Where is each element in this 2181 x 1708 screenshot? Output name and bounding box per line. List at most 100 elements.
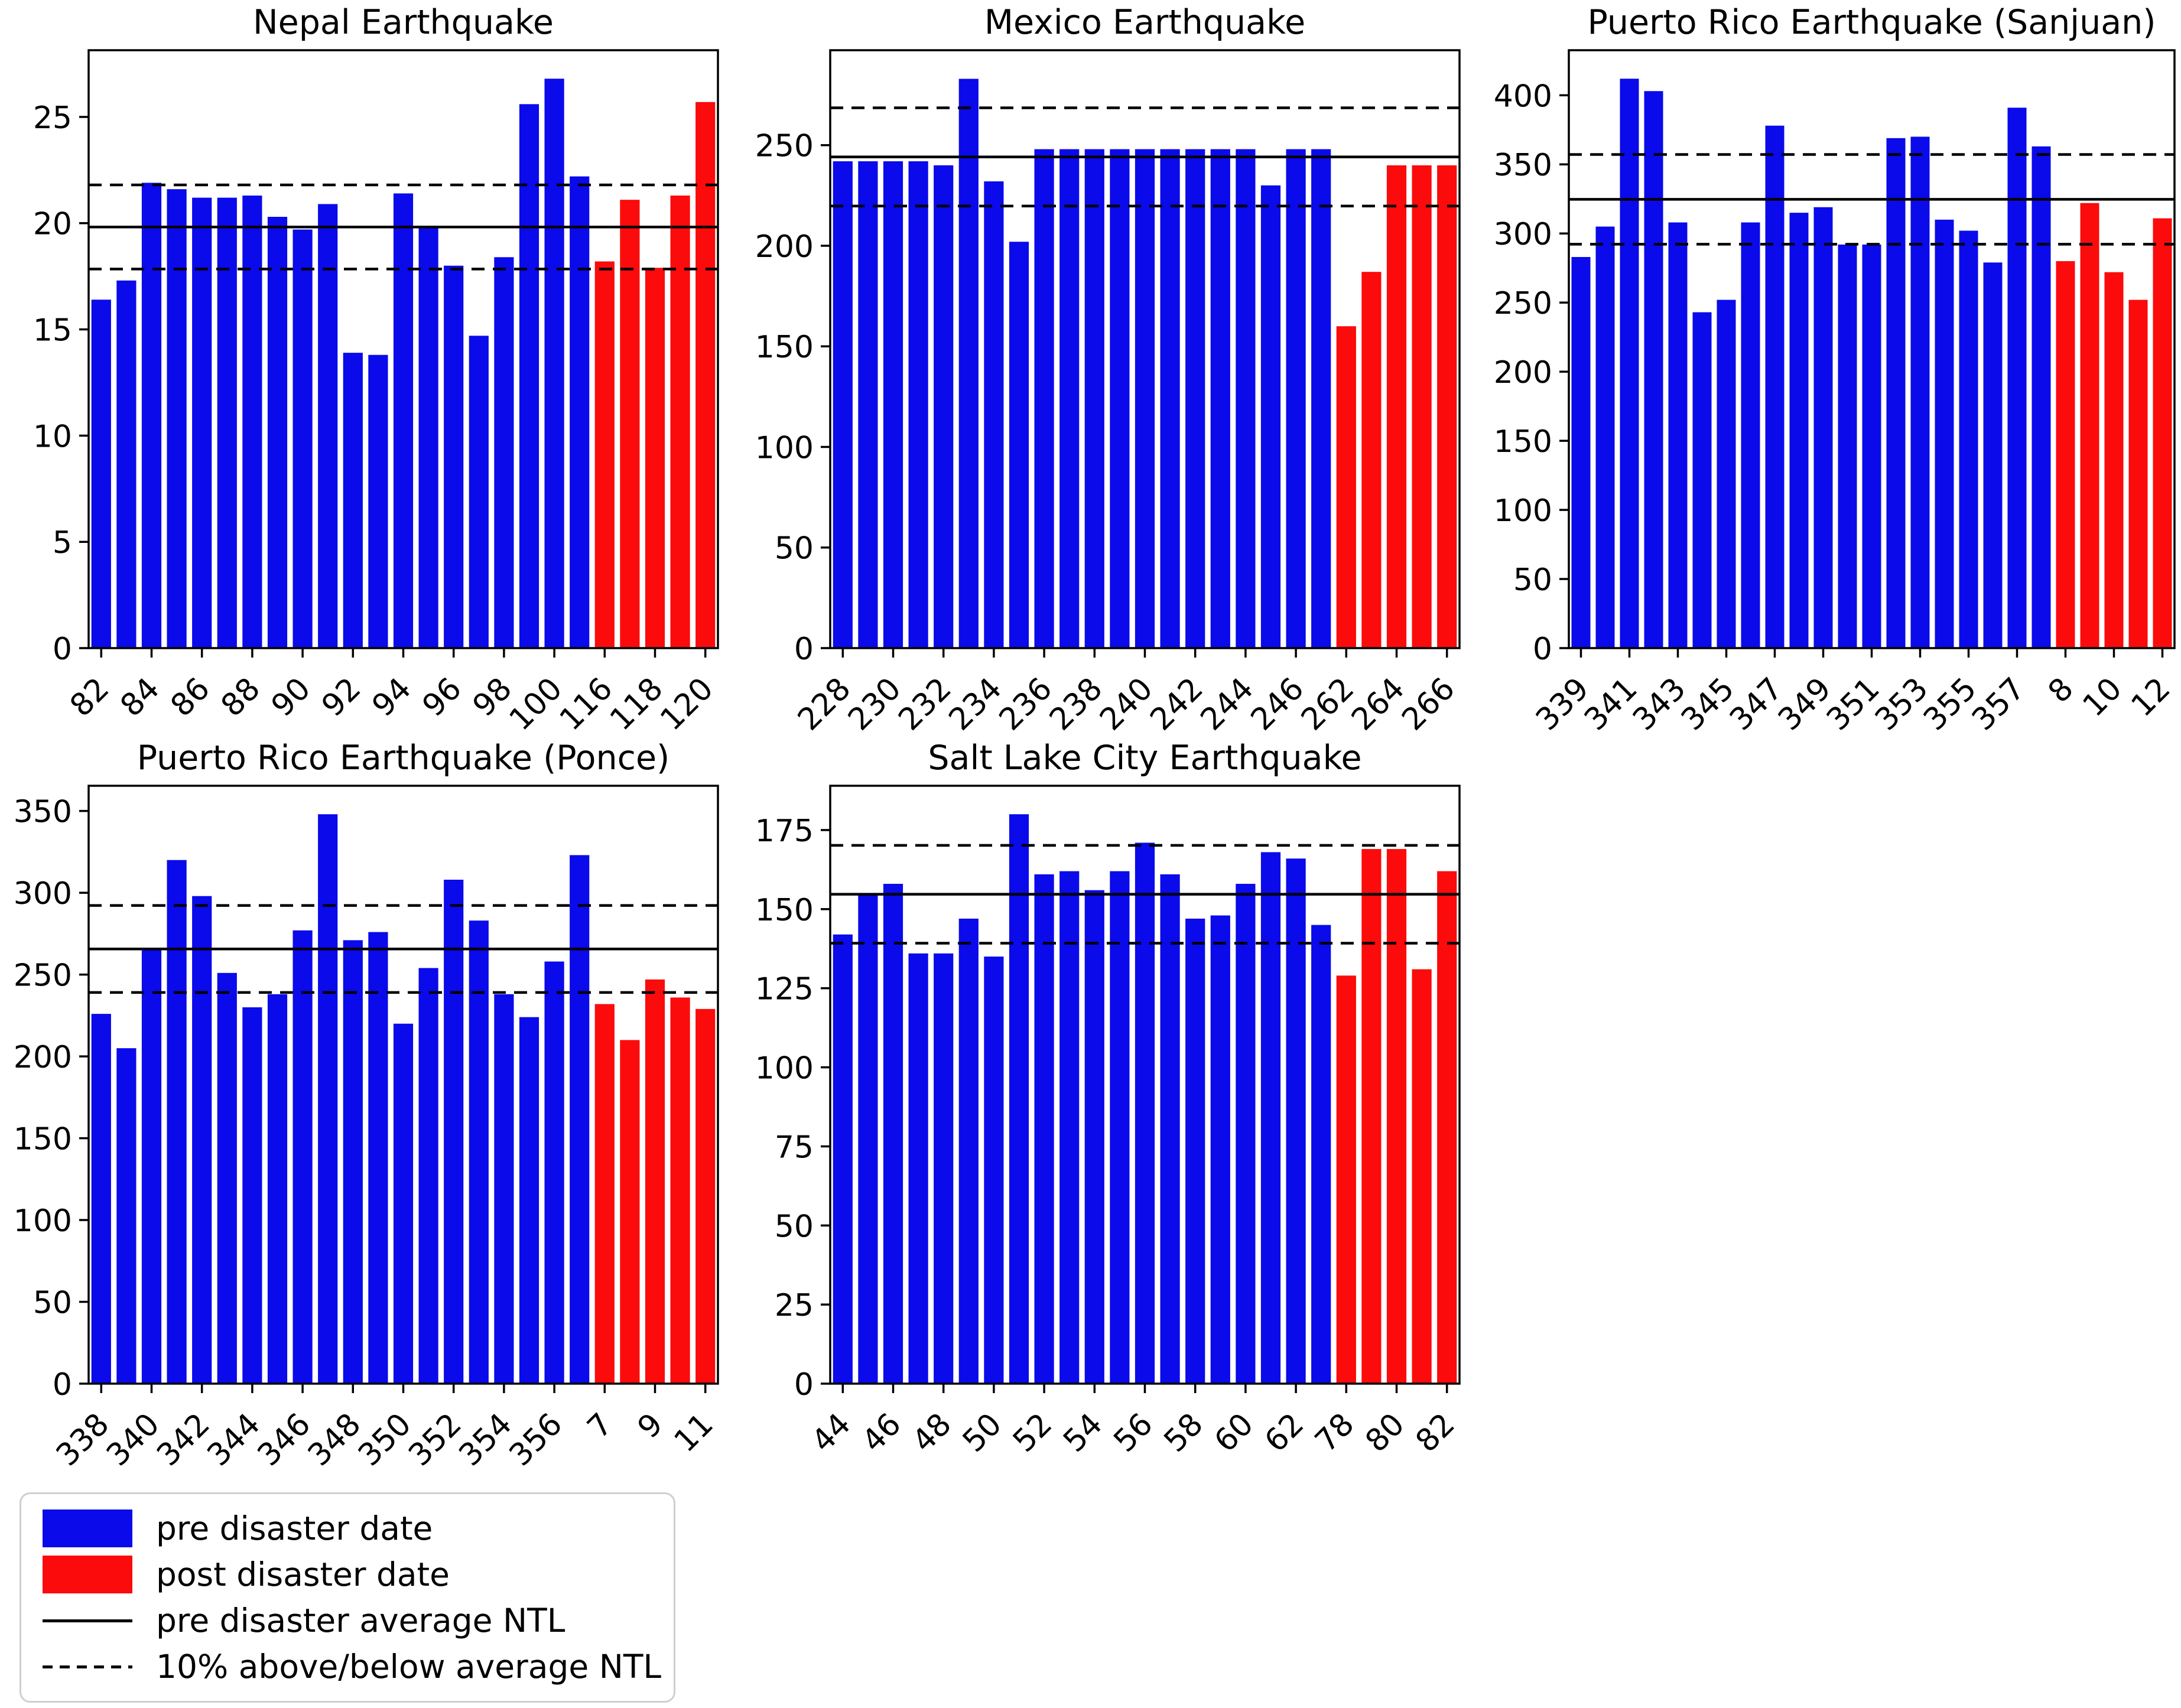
pre-bar-day-344 (242, 1007, 262, 1384)
y-tick-label: 250 (755, 129, 814, 164)
x-tick-label: 100 (503, 671, 570, 738)
pre-bar-day-54 (1084, 890, 1104, 1384)
pre-bar-day-246 (1286, 149, 1306, 648)
y-tick-label: 300 (14, 876, 72, 912)
pre-bar-day-232 (934, 165, 954, 648)
pre-bar-day-57 (1160, 874, 1180, 1384)
legend-label: post disaster date (156, 1555, 450, 1593)
x-tick-label: 11 (668, 1407, 720, 1459)
post-bar-day-262 (1336, 326, 1356, 648)
post-bar-day-10 (2104, 272, 2124, 648)
x-tick-label: 60 (1208, 1407, 1260, 1459)
pre-bar-day-346 (1741, 222, 1760, 648)
pre-bar-day-235 (1009, 242, 1029, 648)
x-tick-label: 264 (1345, 671, 1412, 738)
pre-bar-day-340 (1595, 226, 1615, 648)
y-tick-label: 0 (53, 632, 72, 667)
pre-bar-day-347 (1765, 125, 1785, 648)
pre-bar-day-82 (91, 300, 111, 648)
post-bar-day-10 (670, 997, 690, 1384)
post-bar-day-81 (1412, 969, 1432, 1384)
post-bar-day-118 (645, 268, 665, 648)
pre-bar-day-51 (1009, 814, 1029, 1384)
x-tick-label: 120 (654, 671, 720, 738)
pre-bar-day-83 (116, 280, 136, 648)
y-tick-label: 5 (53, 525, 72, 561)
pre-bar-day-61 (1260, 852, 1281, 1384)
x-tick-label: 82 (63, 671, 116, 724)
x-tick-label: 346 (251, 1407, 318, 1473)
y-tick-label: 20 (33, 207, 72, 242)
pre-bar-day-100 (544, 79, 564, 648)
pre-bar-day-60 (1236, 884, 1256, 1384)
x-tick-label: 82 (1409, 1407, 1462, 1459)
pre-bar-day-99 (519, 104, 539, 649)
pre-bar-day-98 (494, 257, 514, 648)
pre-bar-day-101 (570, 176, 590, 649)
x-tick-label: 266 (1395, 671, 1462, 738)
pre-bar-day-346 (292, 930, 313, 1384)
post-bar-day-11 (2128, 300, 2148, 648)
post-bar-day-8 (620, 1040, 640, 1384)
x-tick-label: 230 (841, 671, 908, 738)
post-bar-day-8 (2056, 261, 2075, 648)
pre-bar-day-353 (469, 920, 489, 1384)
x-tick-label: 354 (452, 1407, 519, 1473)
post-bar-day-7 (594, 1004, 615, 1384)
pre-bar-day-237 (1059, 149, 1080, 648)
x-tick-label: 84 (113, 671, 166, 724)
pre-bar-day-350 (393, 1023, 414, 1384)
pre-bar-day-352 (444, 880, 464, 1384)
x-tick-label: 350 (352, 1407, 418, 1473)
pre-bar-day-52 (1034, 874, 1054, 1384)
pre-bar-day-341 (1620, 79, 1639, 648)
pre-bar-day-353 (1910, 136, 1930, 648)
pre-bar-day-229 (858, 161, 878, 648)
pre-bar-day-228 (833, 161, 853, 648)
post-bar-day-79 (1361, 849, 1382, 1384)
pre-bar-day-342 (192, 896, 212, 1384)
pre-bar-day-356 (1983, 262, 2003, 648)
y-tick-label: 50 (775, 1209, 814, 1244)
x-tick-label: 352 (402, 1407, 469, 1473)
pre-bar-day-50 (984, 957, 1004, 1384)
pre-bar-day-95 (418, 227, 438, 648)
y-tick-label: 250 (14, 958, 72, 994)
legend-item-average-ntl: pre disaster average NTL (43, 1599, 652, 1642)
pre-bar-day-63 (1311, 925, 1331, 1384)
chart-3: 0501001502002503003504003393413433453473… (1494, 49, 2177, 738)
pre-bar-day-244 (1236, 149, 1256, 648)
x-tick-label: 78 (1308, 1407, 1361, 1459)
y-tick-label: 100 (1494, 493, 1552, 529)
pre-bar-day-339 (116, 1048, 136, 1384)
y-tick-label: 25 (33, 100, 72, 136)
chart-title-puerto-rico-ponce: Puerto Rico Earthquake (Ponce) (136, 738, 670, 777)
y-tick-label: 15 (33, 313, 72, 349)
x-tick-label: 357 (1965, 671, 2032, 738)
x-tick-label: 234 (942, 671, 1009, 738)
post-bar-day-263 (1361, 272, 1382, 648)
x-tick-label: 340 (100, 1407, 167, 1473)
pre-bar-day-354 (494, 994, 514, 1384)
x-tick-label: 236 (993, 671, 1059, 738)
x-tick-label: 344 (200, 1407, 267, 1473)
legend-label: 10% above/below average NTL (156, 1647, 662, 1686)
y-tick-label: 100 (755, 430, 814, 466)
pre-bar-day-343 (1668, 222, 1688, 648)
y-tick-label: 350 (1494, 148, 1552, 183)
legend-item-pre-disaster-date: pre disaster date (43, 1507, 652, 1550)
x-tick-label: 96 (416, 671, 469, 724)
x-tick-label: 9 (631, 1407, 670, 1446)
pre-bar-day-345 (1717, 300, 1736, 648)
x-tick-label: 94 (365, 671, 418, 724)
pre-bar-day-56 (1135, 842, 1155, 1384)
pre-bar-day-357 (570, 855, 590, 1384)
y-tick-label: 100 (14, 1203, 72, 1239)
pre-bar-day-236 (1034, 149, 1054, 648)
x-tick-label: 48 (906, 1407, 958, 1459)
pre-bar-day-356 (544, 961, 564, 1384)
y-tick-label: 175 (755, 814, 814, 849)
post-bar-day-264 (1386, 165, 1407, 648)
pre-bar-day-355 (1959, 230, 1978, 648)
